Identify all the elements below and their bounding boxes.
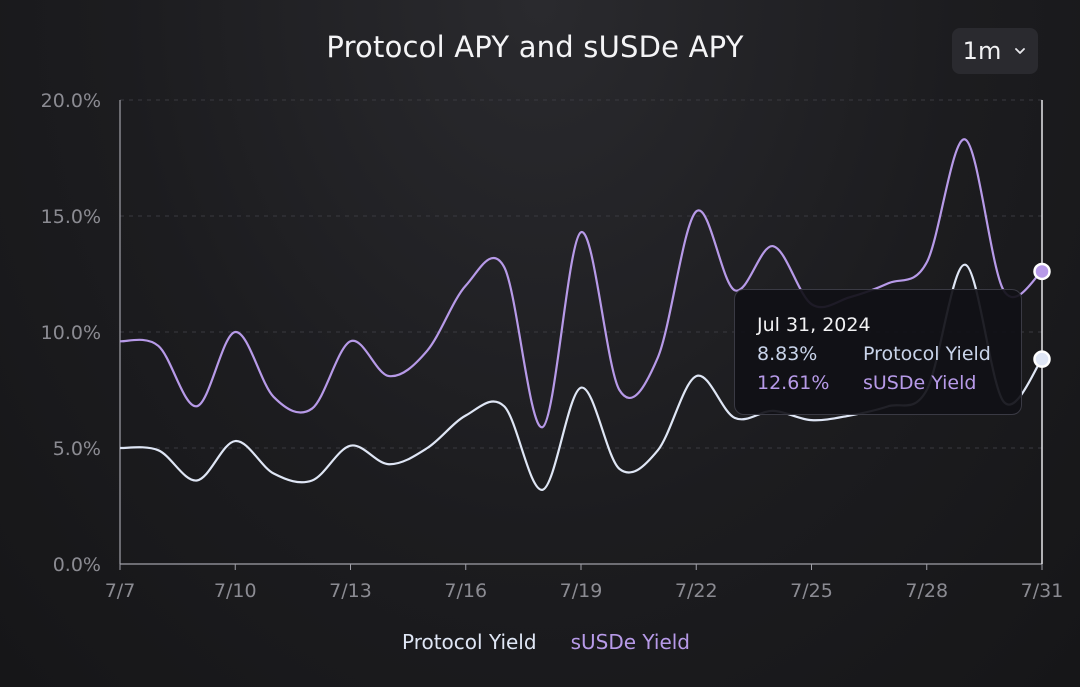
y-tick-label: 15.0% <box>41 206 101 228</box>
x-tick-label: 7/16 <box>444 580 487 602</box>
legend-item-protocol-yield[interactable]: Protocol Yield <box>401 630 537 654</box>
tooltip-protocol-label: Protocol Yield <box>863 343 991 365</box>
chart-legend: Protocol Yield sUSDe Yield <box>0 630 1080 654</box>
tooltip-row-susde: 12.61% sUSDe Yield <box>757 372 1021 394</box>
time-range-value: 1m <box>962 37 1002 65</box>
x-tick-label: 7/31 <box>1021 580 1064 602</box>
y-tick-label: 20.0% <box>41 90 101 112</box>
tooltip-protocol-value: 8.83% <box>757 343 818 365</box>
x-tick-label: 7/7 <box>105 580 136 602</box>
time-range-dropdown[interactable]: 1m <box>952 28 1038 74</box>
hover-points <box>1033 262 1051 368</box>
y-tick-label: 5.0% <box>53 438 101 460</box>
y-axis-ticks: 0.0% 5.0% 10.0% 15.0% 20.0% <box>41 90 101 576</box>
y-tick-label: 10.0% <box>41 322 101 344</box>
x-tick-label: 7/19 <box>560 580 603 602</box>
chart-tooltip: Jul 31, 2024 8.83% Protocol Yield 12.61%… <box>734 289 1022 415</box>
chevron-down-icon <box>1015 48 1026 54</box>
tooltip-date: Jul 31, 2024 <box>757 314 871 336</box>
x-tick-label: 7/22 <box>675 580 718 602</box>
x-tick-label: 7/13 <box>329 580 372 602</box>
x-axis-ticks: 7/7 7/10 7/13 7/16 7/19 7/22 7/25 7/28 7/31 <box>105 564 1064 602</box>
tooltip-row-protocol: 8.83% Protocol Yield <box>757 343 1021 365</box>
hover-point-susde-yield <box>1033 262 1051 281</box>
x-tick-label: 7/25 <box>790 580 833 602</box>
y-tick-label: 0.0% <box>53 554 101 576</box>
tooltip-susde-value: 12.61% <box>757 372 830 394</box>
chart-title: Protocol APY and sUSDe APY <box>326 30 744 64</box>
tooltip-susde-label: sUSDe Yield <box>863 372 977 394</box>
x-tick-label: 7/10 <box>214 580 257 602</box>
x-tick-label: 7/28 <box>905 580 948 602</box>
series-line-susde-yield <box>119 138 1043 429</box>
legend-item-susde-yield[interactable]: sUSDe Yield <box>570 630 690 654</box>
hover-point-protocol-yield <box>1033 350 1051 368</box>
